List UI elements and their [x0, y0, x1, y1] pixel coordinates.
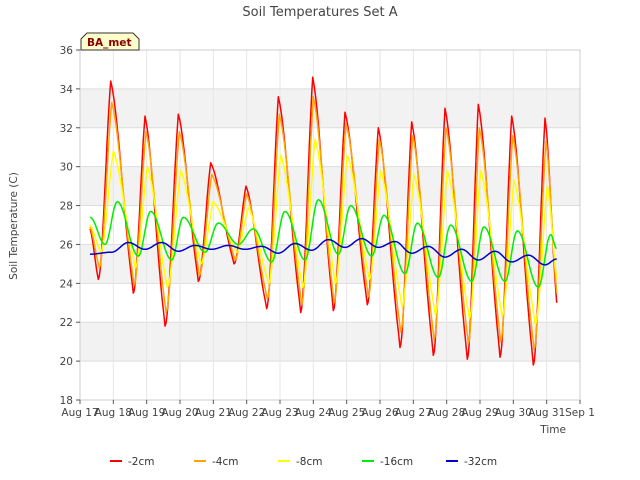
- legend-label: -2cm: [128, 456, 154, 468]
- x-tick-label: Aug 31: [528, 407, 565, 419]
- legend-label: -8cm: [296, 456, 322, 468]
- x-tick-label: Aug 20: [161, 407, 198, 419]
- y-tick-label: 18: [60, 395, 73, 407]
- series-line-16cmcm-depth: [89, 198, 557, 288]
- grid-band: [80, 88, 580, 128]
- series-lines: [89, 76, 558, 366]
- x-axis-label: Time: [539, 424, 566, 436]
- legend-label: -4cm: [212, 456, 238, 468]
- series-line-8cmcm-depth: [89, 138, 558, 325]
- y-tick-label: 26: [60, 239, 74, 251]
- legend: -2cm -4cm -8cm -16cm -32cm: [110, 456, 497, 468]
- plot-frame: [79, 49, 581, 401]
- x-tick-label: Aug 22: [228, 407, 265, 419]
- x-tick-label: Aug 29: [461, 407, 498, 419]
- badge: BA_met: [80, 32, 140, 51]
- series-line-32cmcm-depth: [89, 237, 557, 266]
- y-axis-label: Soil Temperature (C): [8, 172, 20, 280]
- x-tick-label: Aug 28: [428, 407, 465, 419]
- x-tick-label: Aug 19: [128, 407, 165, 419]
- grid-band: [80, 166, 580, 206]
- x-tick-label: Aug 23: [261, 407, 298, 419]
- y-tick-label: 34: [60, 84, 74, 96]
- x-tick-label: Aug 18: [95, 407, 132, 419]
- x-tick-label: Aug 30: [495, 407, 532, 419]
- legend-label: -32cm: [464, 456, 497, 468]
- y-tick-label: 32: [60, 123, 73, 135]
- y-tick-label: 24: [60, 278, 74, 290]
- y-tick-label: 36: [60, 45, 74, 57]
- x-tick-label: Aug 27: [395, 407, 432, 419]
- x-tick-label: Aug 24: [295, 407, 333, 419]
- y-tick-label: 28: [60, 201, 73, 213]
- y-tick-label: 20: [60, 356, 73, 368]
- x-tick-label: Sep 1: [565, 407, 595, 419]
- badge-label: BA_met: [87, 37, 131, 49]
- x-tick-label: Aug 21: [195, 407, 232, 419]
- legend-label: -16cm: [380, 456, 413, 468]
- badge-box: [80, 32, 140, 51]
- x-tick-label: Aug 17: [61, 407, 98, 419]
- grid-band: [80, 322, 580, 362]
- chart-title: Soil Temperatures Set A: [242, 5, 397, 20]
- x-tick-label: Aug 26: [361, 407, 399, 419]
- y-tick-label: 22: [60, 317, 73, 329]
- y-tick-label: 30: [60, 162, 73, 174]
- x-tick-label: Aug 25: [328, 407, 365, 419]
- plot-area: [80, 50, 580, 400]
